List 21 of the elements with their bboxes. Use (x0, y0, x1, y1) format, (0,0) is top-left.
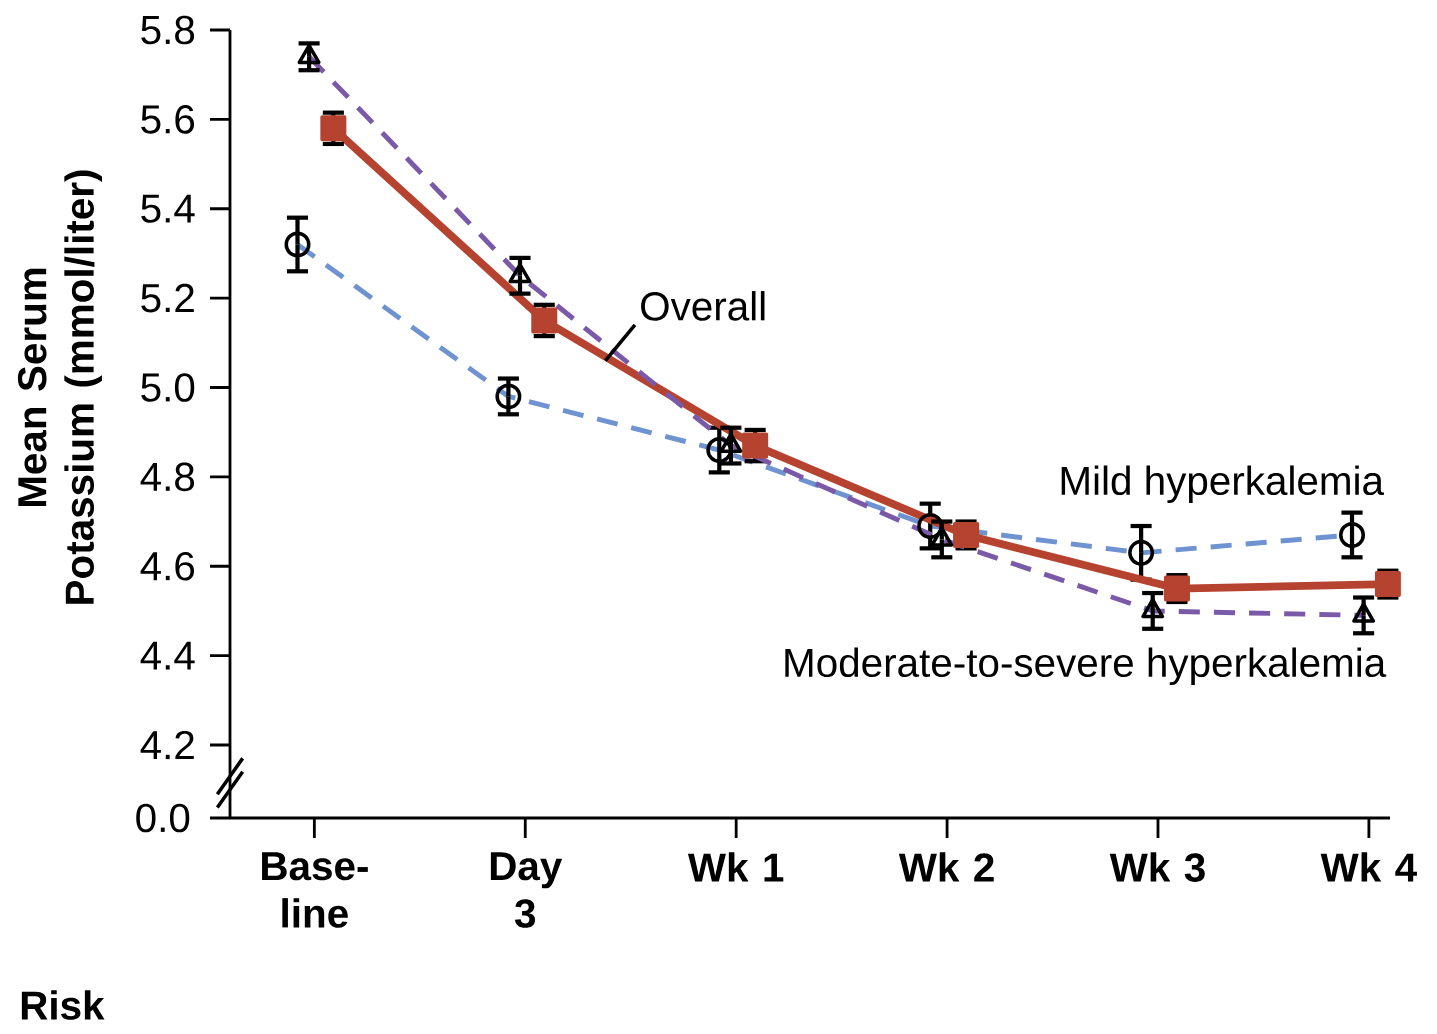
y-tick-label: 4.6 (140, 551, 195, 581)
y-tick-label: 5.8 (141, 15, 195, 45)
text: Risk (21, 990, 105, 1020)
y-axis-title: Mean Serum Potassium (mmol/liter) (17, 170, 102, 604)
series-label: Mild hyperkalemia (1061, 465, 1385, 504)
y-tick-label: 4.4 (140, 641, 195, 670)
y-tick-label: 5.0 (141, 373, 195, 402)
y-tick-label: 5.6 (141, 105, 195, 134)
x-tick-label: Wk 2 (898, 852, 994, 882)
x-tick-label: Day 3 (490, 852, 563, 928)
y-tick-label: 5.2 (141, 283, 194, 313)
y-tick-label: 4.8 (140, 462, 195, 492)
y-tick-label: 4.2 (140, 730, 194, 760)
text: 0.0 (136, 803, 190, 833)
x-tick-label: Wk 1 (687, 852, 784, 882)
x-tick-label: Wk 3 (1109, 852, 1205, 882)
series-label: Moderate-to-severe hyperkalemia (785, 647, 1387, 686)
x-tick-label: Wk 4 (1320, 852, 1417, 882)
y-tick-label: 5.4 (141, 194, 195, 223)
x-tick-label: Base-line (262, 852, 368, 928)
series-label: Overall (641, 291, 765, 321)
